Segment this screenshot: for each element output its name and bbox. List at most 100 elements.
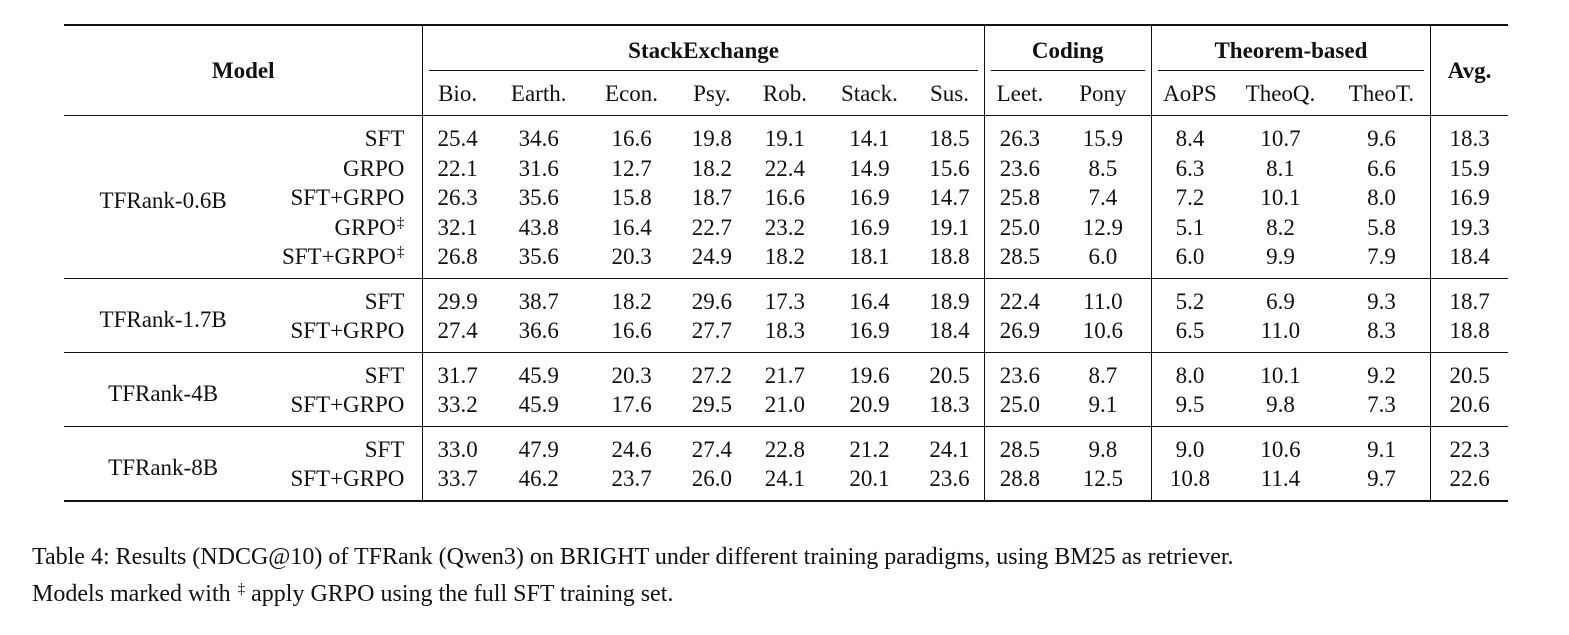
cell: 36.6 [518,318,559,344]
variant-label: SFT [364,288,405,314]
model-name: TFRank-4B [108,380,219,406]
cell: 11.0 [1083,288,1123,314]
cell: 27.4 [691,436,733,462]
cell: 9.1 [1088,392,1118,418]
cell: 33.7 [422,464,492,501]
header-row-groups: Model StackExchange Coding Theorem-based… [64,24,1508,116]
model-name: TFRank-1.7B [99,306,227,332]
cell: 46.2 [518,466,559,492]
table-row: TFRank-4B SFT 31.7 45.9 20.3 27.2 21.7 1… [64,352,1508,405]
cell: 15.8 [611,185,652,211]
caption-line-1: Table 4: Results (NDCG@10) of TFRank (Qw… [32,544,1234,570]
cell: 6.3 [1150,153,1229,183]
cell: 5.8 [1367,214,1396,240]
cell: 22.7 [691,214,733,240]
cell: 6.9 [1266,288,1295,314]
variant-label: SFT [364,362,405,388]
model-name: TFRank-0.6B [99,188,227,214]
col-header-earth: Earth. [491,72,586,116]
cell: 8.4 [1150,115,1229,154]
cell: 45.9 [518,362,559,388]
cell: 19.6 [849,362,890,388]
cell: 22.4 [983,278,1056,316]
cell: 10.6 [1260,436,1301,462]
cell: 24.6 [611,436,652,462]
cell: 28.5 [983,426,1056,464]
dagger-mark: ‡ [396,244,405,261]
cell: 23.6 [983,153,1056,183]
cell: 12.7 [611,155,652,181]
variant-label: SFT+GRPO [290,392,405,418]
col-header-stack: Stack. [823,72,916,116]
cell: 27.2 [691,362,733,388]
avg-cell: 15.9 [1430,153,1508,183]
variant-label: GRPO [343,155,405,181]
cell: 21.0 [764,392,806,418]
cell: 18.4 [929,318,970,344]
cell: 22.1 [422,153,492,183]
cell: 20.1 [849,466,890,492]
cell: 20.3 [611,362,652,388]
cell: 8.0 [1150,352,1229,390]
cell: 14.9 [849,155,890,181]
model-block-1.7b: TFRank-1.7B SFT 29.9 38.7 18.2 29.6 17.3… [64,278,1508,352]
avg-cell: 18.7 [1430,278,1508,316]
cell: 25.8 [983,183,1056,213]
cell: 7.2 [1150,183,1229,213]
cell: 18.9 [929,288,970,314]
cell: 27.4 [422,316,492,352]
cell: 5.2 [1150,278,1229,316]
cell: 23.6 [929,466,970,492]
table-row: TFRank-1.7B SFT 29.9 38.7 18.2 29.6 17.3… [64,278,1508,331]
cell: 5.1 [1150,212,1229,242]
cell: 26.3 [422,183,492,213]
cell: 7.4 [1088,185,1118,211]
cell: 8.5 [1088,155,1118,181]
group-header-theorem: Theorem-based [1150,24,1431,72]
cell: 26.8 [422,242,492,278]
cell: 18.7 [691,185,733,211]
dagger-mark: ‡ [396,214,405,231]
model-header: Model [64,24,423,116]
table-caption: Table 4: Results (NDCG@10) of TFRank (Qw… [32,541,1552,610]
cell: 27.7 [691,318,733,344]
cell: 9.8 [1088,436,1118,462]
table-row: TFRank-8B SFT 33.0 47.9 24.6 27.4 22.8 2… [64,426,1508,478]
cell: 6.0 [1150,242,1229,278]
cell: 16.4 [611,214,652,240]
cell: 14.7 [929,185,970,211]
cell: 16.4 [849,288,890,314]
cell: 28.5 [983,242,1056,278]
cell: 6.0 [1088,244,1118,270]
cell: 31.7 [422,352,492,390]
cell: 6.6 [1367,155,1396,181]
col-header-leet: Leet. [983,72,1056,116]
cell: 11.4 [1260,466,1301,492]
col-header-econ: Econ. [585,72,678,116]
cell: 9.9 [1266,244,1295,270]
avg-cell: 20.5 [1430,352,1508,390]
cell: 8.7 [1088,362,1118,388]
cell: 33.0 [422,426,492,464]
cell: 9.1 [1367,436,1396,462]
cell: 19.8 [691,126,733,152]
model-name: TFRank-8B [108,454,219,480]
cell: 33.2 [422,390,492,426]
col-header-rob: Rob. [746,72,824,116]
avg-cell: 18.4 [1430,242,1508,278]
cell: 10.6 [1082,318,1123,344]
cell: 35.6 [518,244,559,270]
header-row-columns: Bio. Earth. Econ. Psy. Rob. Stack. Sus. … [64,72,1508,116]
cell: 43.8 [518,214,559,240]
cell: 10.1 [1260,185,1301,211]
variant-label-dagger: SFT+GRPO‡ [281,244,405,270]
col-header-pony: Pony [1055,72,1152,116]
cell: 23.7 [611,466,652,492]
cell: 31.6 [518,155,559,181]
table-row: TFRank-0.6B SFT 25.4 34.6 16.6 19.8 19.1… [64,115,1508,212]
cell: 16.6 [611,318,652,344]
cell: 10.1 [1260,362,1301,388]
cell: 32.1 [422,212,492,242]
cell: 7.3 [1367,392,1396,418]
